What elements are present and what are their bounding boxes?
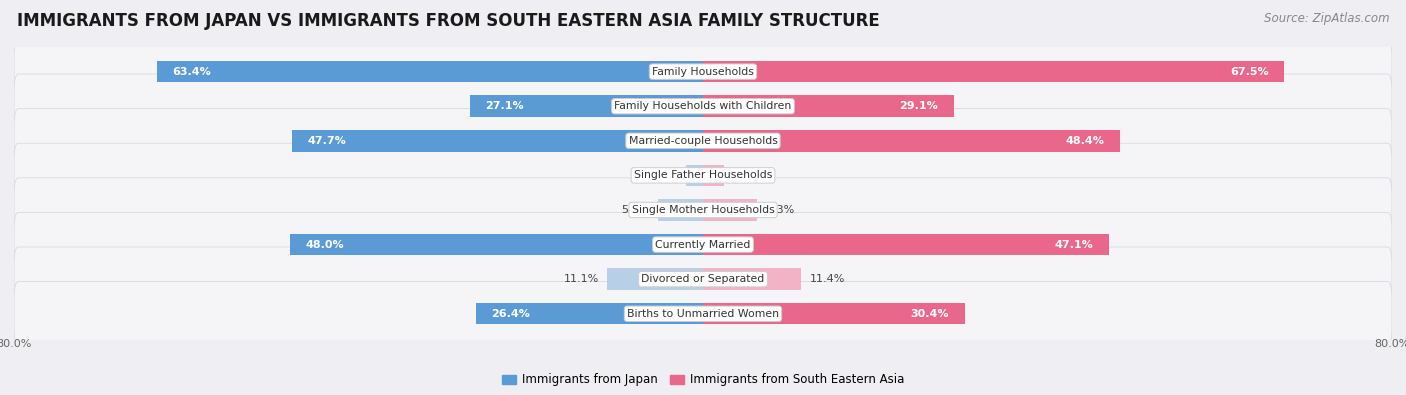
Bar xyxy=(703,199,758,221)
Text: Births to Unmarried Women: Births to Unmarried Women xyxy=(627,309,779,319)
Text: 5.2%: 5.2% xyxy=(621,205,650,215)
FancyBboxPatch shape xyxy=(14,109,1392,173)
Text: 48.0%: 48.0% xyxy=(305,240,343,250)
Bar xyxy=(475,303,703,324)
Text: Single Mother Households: Single Mother Households xyxy=(631,205,775,215)
Bar xyxy=(470,96,703,117)
Text: Source: ZipAtlas.com: Source: ZipAtlas.com xyxy=(1264,12,1389,25)
Text: 48.4%: 48.4% xyxy=(1066,136,1104,146)
Bar xyxy=(658,199,703,221)
FancyBboxPatch shape xyxy=(14,213,1392,277)
FancyBboxPatch shape xyxy=(14,178,1392,242)
FancyBboxPatch shape xyxy=(14,247,1392,311)
Text: Family Households: Family Households xyxy=(652,67,754,77)
Text: 11.4%: 11.4% xyxy=(810,274,845,284)
Text: 26.4%: 26.4% xyxy=(491,309,530,319)
Text: IMMIGRANTS FROM JAPAN VS IMMIGRANTS FROM SOUTH EASTERN ASIA FAMILY STRUCTURE: IMMIGRANTS FROM JAPAN VS IMMIGRANTS FROM… xyxy=(17,12,880,30)
Text: 47.7%: 47.7% xyxy=(308,136,346,146)
Bar xyxy=(157,61,703,82)
FancyBboxPatch shape xyxy=(14,74,1392,138)
FancyBboxPatch shape xyxy=(14,40,1392,104)
Text: 29.1%: 29.1% xyxy=(900,101,938,111)
Bar xyxy=(703,234,1108,255)
Bar xyxy=(686,165,703,186)
Text: 27.1%: 27.1% xyxy=(485,101,524,111)
Text: Divorced or Separated: Divorced or Separated xyxy=(641,274,765,284)
Text: 6.3%: 6.3% xyxy=(766,205,794,215)
Text: 2.0%: 2.0% xyxy=(648,170,678,181)
Text: 80.0%: 80.0% xyxy=(1374,339,1406,349)
Bar xyxy=(703,96,953,117)
FancyBboxPatch shape xyxy=(14,143,1392,207)
Text: 80.0%: 80.0% xyxy=(0,339,32,349)
Text: 11.1%: 11.1% xyxy=(564,274,599,284)
Bar xyxy=(290,234,703,255)
FancyBboxPatch shape xyxy=(14,282,1392,346)
Text: 63.4%: 63.4% xyxy=(173,67,211,77)
Bar xyxy=(607,269,703,290)
Text: Married-couple Households: Married-couple Households xyxy=(628,136,778,146)
Bar xyxy=(703,61,1284,82)
Bar xyxy=(292,130,703,152)
Text: Family Households with Children: Family Households with Children xyxy=(614,101,792,111)
Bar xyxy=(703,269,801,290)
Text: Currently Married: Currently Married xyxy=(655,240,751,250)
Bar xyxy=(703,303,965,324)
Text: 2.4%: 2.4% xyxy=(733,170,761,181)
Text: 47.1%: 47.1% xyxy=(1054,240,1092,250)
Bar xyxy=(703,130,1119,152)
Bar xyxy=(703,165,724,186)
Text: Single Father Households: Single Father Households xyxy=(634,170,772,181)
Text: 67.5%: 67.5% xyxy=(1230,67,1268,77)
Text: 30.4%: 30.4% xyxy=(911,309,949,319)
Legend: Immigrants from Japan, Immigrants from South Eastern Asia: Immigrants from Japan, Immigrants from S… xyxy=(502,373,904,386)
